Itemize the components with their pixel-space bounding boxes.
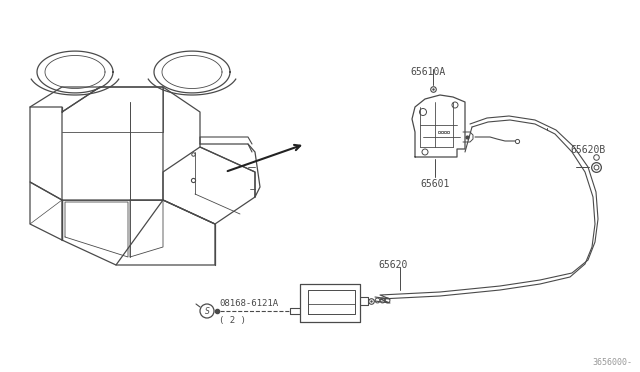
Text: 3656000-: 3656000- <box>592 358 632 367</box>
Text: 65610A: 65610A <box>410 67 445 77</box>
Text: 08168-6121A: 08168-6121A <box>219 299 278 308</box>
Text: ( 2 ): ( 2 ) <box>219 316 246 325</box>
Text: 65601: 65601 <box>420 179 450 189</box>
Text: S: S <box>205 307 209 315</box>
Text: 65620: 65620 <box>378 260 408 270</box>
Text: 65620B: 65620B <box>570 145 605 155</box>
